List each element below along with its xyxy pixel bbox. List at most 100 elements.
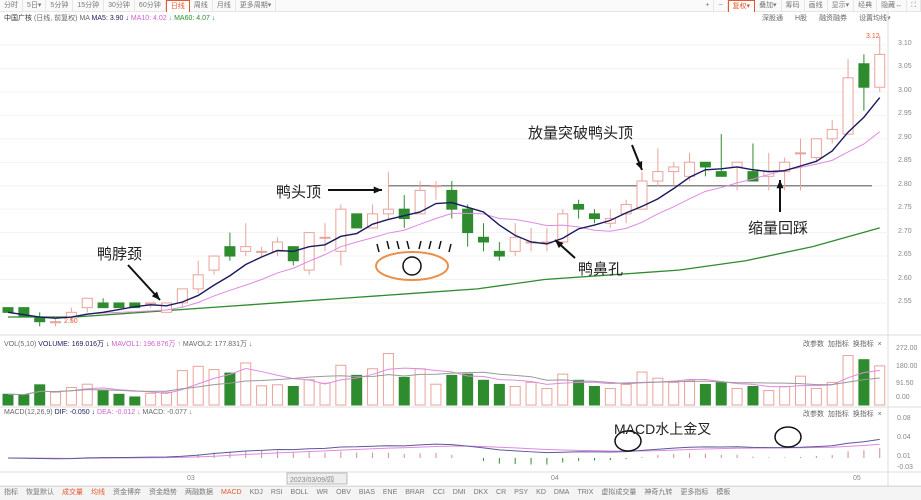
indicator-tab-2[interactable]: 成交量 <box>62 489 83 496</box>
indicator-tab-19[interactable]: CR <box>496 489 507 496</box>
volume-bar <box>192 365 204 406</box>
indicator-tab-15[interactable]: BRAR <box>405 489 425 496</box>
indicator-tab-14[interactable]: ENE <box>382 489 398 496</box>
volume-bar <box>779 385 791 406</box>
indicator-tab-12[interactable]: OBV <box>336 489 351 496</box>
candle-down <box>287 246 299 262</box>
indicator-tab-18[interactable]: DKX <box>473 489 489 496</box>
indicator-tab-17[interactable]: DMI <box>452 489 466 496</box>
candle-up <box>240 246 252 252</box>
tool-button-2[interactable]: 复权▾ <box>727 0 756 12</box>
indicator-tab-4[interactable]: 资金博弈 <box>113 489 141 496</box>
tab-period-1[interactable]: 5日▾ <box>23 0 47 12</box>
tool-button-1[interactable]: − <box>714 0 728 12</box>
chart-link-3[interactable]: 设置均线▾ <box>859 15 891 22</box>
vol-volume: VOLUME: 169.016万 ↓ <box>38 341 110 348</box>
tab-period-5[interactable]: 60分钟 <box>135 0 166 12</box>
indicator-tab-16[interactable]: CCI <box>432 489 445 496</box>
tool-button-7[interactable]: 经典 <box>854 0 878 12</box>
candle-down <box>18 307 30 318</box>
volume-tick: 91.50 <box>896 380 914 387</box>
indicator-tab-20[interactable]: PSY <box>514 489 529 496</box>
tab-period-4[interactable]: 30分钟 <box>104 0 135 12</box>
tool-button-3[interactable]: 叠加▾ <box>755 0 782 12</box>
volume-bar <box>50 391 62 406</box>
tool-button-6[interactable]: 显示▾ <box>828 0 855 12</box>
ma-legend: 中国广核 (日线, 前复权) MA MA5: 3.90 ↓ MA10: 4.02… <box>4 13 215 25</box>
tab-period-3[interactable]: 15分钟 <box>73 0 105 12</box>
volume-bar <box>557 373 569 406</box>
close-panel-button[interactable]: × <box>877 341 882 348</box>
indicator-tab-0[interactable]: 指标 <box>4 489 18 496</box>
tab-period-2[interactable]: 5分钟 <box>46 0 74 12</box>
volume-bar <box>747 385 759 406</box>
indicator-tab-26[interactable]: 更多指标 <box>680 489 709 496</box>
tab-period-0[interactable]: 分时 <box>0 0 23 12</box>
volume-bar <box>145 392 157 406</box>
indicator-tab-11[interactable]: WR <box>316 489 329 496</box>
eyelash <box>406 240 410 250</box>
indicator-tab-7[interactable]: MACD <box>221 489 242 496</box>
candle-down <box>493 250 505 257</box>
volume-bar <box>858 359 870 406</box>
indicator-tab-23[interactable]: TRIX <box>577 489 594 496</box>
indicator-tab-21[interactable]: KD <box>536 489 546 496</box>
indicator-tab-10[interactable]: BOLL <box>290 489 309 496</box>
volume-bar <box>636 371 648 406</box>
date-tick: 04 <box>551 475 559 482</box>
indicator-tab-6[interactable]: 两融数据 <box>185 489 213 496</box>
annotation-macd: MACD水上金叉 <box>614 421 712 437</box>
indicator-tab-13[interactable]: BIAS <box>358 489 375 496</box>
edit-params-button[interactable]: 改参数 <box>803 411 824 418</box>
chart-link-2[interactable]: 融资融券 <box>819 15 848 22</box>
switch-indicator-button[interactable]: 换指标 <box>852 341 874 348</box>
volume-bar <box>699 383 711 406</box>
edit-params-button[interactable]: 改参数 <box>803 341 824 348</box>
volume-bar <box>382 353 394 406</box>
add-indicator-button[interactable]: 加指标 <box>827 411 849 418</box>
indicator-tab-1[interactable]: 恢复默认 <box>26 489 54 496</box>
candle-up <box>414 189 426 215</box>
indicator-tab-24[interactable]: 虚拟成交量 <box>601 489 637 496</box>
macd-dea: DEA: -0.012 ↓ <box>97 409 141 416</box>
kline-chart[interactable] <box>0 0 921 486</box>
price-tick: 2.70 <box>898 227 912 235</box>
volume-bar <box>319 382 331 406</box>
tab-period-6[interactable]: 日线 <box>165 0 190 12</box>
candle-down <box>588 213 600 220</box>
indicator-tab-27[interactable]: 模板 <box>716 489 731 496</box>
tab-period-8[interactable]: 月线 <box>213 0 236 12</box>
candle-up <box>636 180 648 210</box>
chart-mode: (日线, 前复权) <box>33 15 78 22</box>
indicator-tab-5[interactable]: 资金趋势 <box>149 489 177 496</box>
macd-dif: DIF: -0.050 ↓ <box>54 409 96 416</box>
golden-cross-circle <box>774 426 802 448</box>
tool-button-8[interactable]: 隐藏↔ <box>877 0 908 12</box>
tool-button-0[interactable]: + <box>701 0 715 12</box>
tool-button-4[interactable]: 筹码 <box>782 0 805 12</box>
candle-up <box>271 241 283 252</box>
close-panel-button[interactable]: × <box>877 411 882 418</box>
candle-up <box>509 236 521 252</box>
tab-period-7[interactable]: 周线 <box>190 0 213 12</box>
price-tick: 3.05 <box>898 63 912 71</box>
volume-bar <box>271 384 283 406</box>
add-indicator-button[interactable]: 加指标 <box>827 341 849 348</box>
indicator-tab-22[interactable]: DMA <box>553 489 570 496</box>
indicator-tab-25[interactable]: 神奇九转 <box>644 489 673 496</box>
tab-period-9[interactable]: 更多周期▾ <box>236 0 277 12</box>
volume-bar <box>256 385 268 406</box>
chart-link-0[interactable]: 深股通 <box>762 15 783 22</box>
volume-bar <box>34 384 46 406</box>
chart-link-1[interactable]: H股 <box>795 15 808 22</box>
candle-up <box>145 302 157 305</box>
eyelash <box>418 240 422 250</box>
switch-indicator-button[interactable]: 换指标 <box>852 411 874 418</box>
indicator-tab-9[interactable]: RSI <box>270 489 283 496</box>
eyelash <box>448 243 452 253</box>
price-tick: 2.90 <box>898 133 912 141</box>
tool-button-5[interactable]: 画线 <box>805 0 828 12</box>
indicator-tab-8[interactable]: KDJ <box>249 489 263 496</box>
candle-up <box>795 152 806 155</box>
indicator-tab-3[interactable]: 均线 <box>91 489 105 496</box>
